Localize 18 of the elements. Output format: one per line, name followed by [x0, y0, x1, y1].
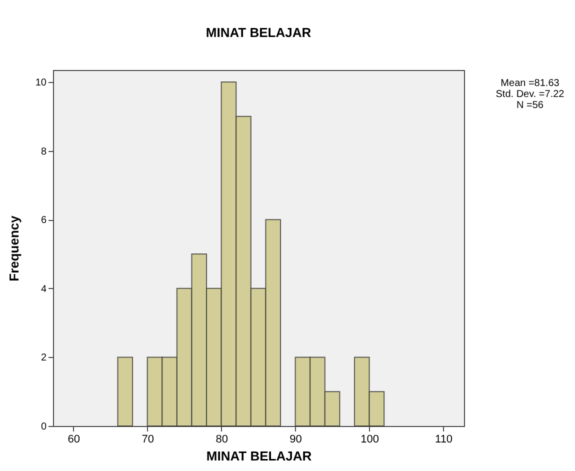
y-axis-title: Frequency	[6, 214, 22, 282]
y-tick-label: 10	[35, 78, 47, 89]
x-tick-label: 60	[68, 434, 80, 446]
x-tick-label: 70	[142, 434, 154, 446]
x-axis-title: MINAT BELAJAR	[206, 448, 312, 464]
y-tick-label: 2	[40, 352, 47, 364]
x-tick-label: 110	[435, 434, 453, 446]
chart-title: MINAT BELAJAR	[206, 25, 312, 40]
text: Std. Dev. =7.22	[496, 89, 565, 100]
text: N =56	[516, 100, 544, 111]
y-tick-label: 4	[40, 284, 47, 295]
y-tick-label: 8	[40, 146, 47, 158]
x-tick-label: 80	[216, 434, 228, 446]
y-tick-label: 6	[40, 215, 47, 226]
x-tick-label: 100	[360, 434, 379, 446]
x-tick-label: 90	[290, 434, 302, 446]
y-tick-label: 0	[40, 422, 47, 432]
text: Mean =81.63	[500, 78, 560, 89]
